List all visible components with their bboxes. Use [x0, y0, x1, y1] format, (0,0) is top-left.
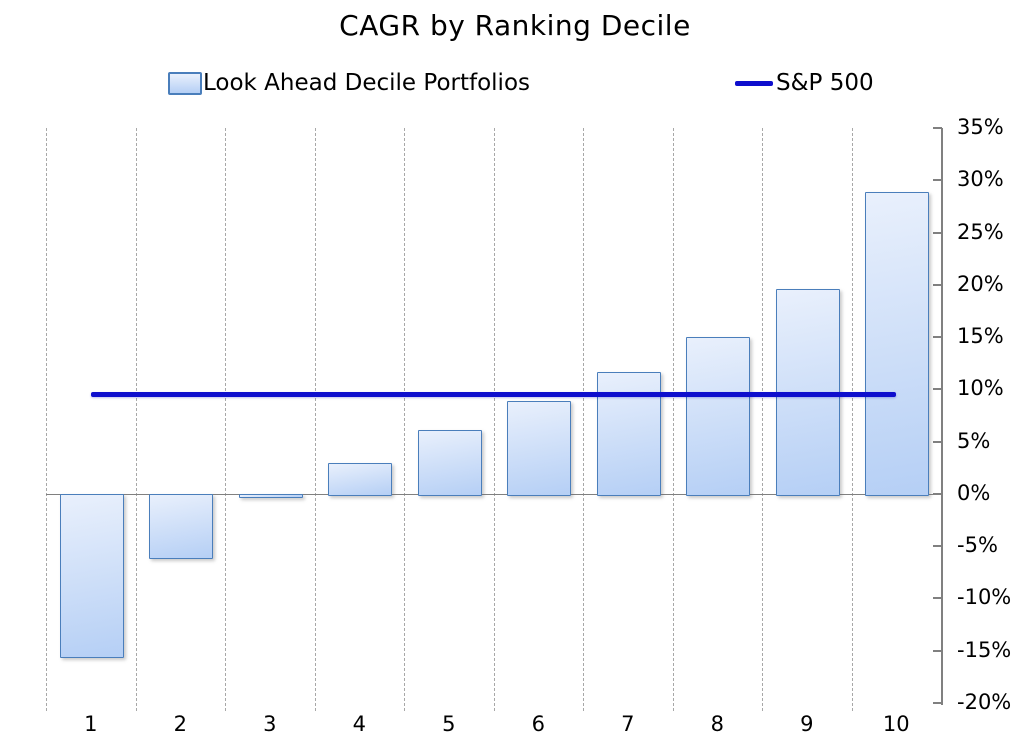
y-axis-line [941, 128, 943, 705]
x-tick-label: 8 [710, 712, 724, 736]
bar-decile-3 [238, 493, 303, 498]
sp500-line [90, 392, 897, 398]
bar-decile-2 [149, 493, 214, 559]
y-tick-label: 35% [957, 115, 1004, 139]
y-axis-tick [933, 336, 942, 339]
bar-decile-5 [417, 430, 482, 496]
x-tick-label: 7 [621, 712, 635, 736]
y-axis-tick [933, 440, 942, 443]
y-axis-tick [933, 127, 942, 129]
gridline [493, 128, 495, 711]
bar-decile-8 [686, 337, 751, 496]
y-tick-label: -5% [957, 533, 998, 558]
bar-decile-7 [596, 371, 661, 496]
x-axis-labels: 1 2 3 4 5 6 7 8 9 10 [0, 712, 1030, 744]
gridline [46, 128, 47, 711]
gridline [135, 128, 137, 711]
y-tick-label: 20% [957, 271, 1004, 296]
x-tick-label: 1 [84, 712, 98, 736]
line-swatch-icon [735, 80, 773, 86]
zero-axis-line [46, 493, 941, 495]
bar-decile-1 [59, 493, 124, 658]
y-tick-label: -15% [957, 637, 1012, 662]
legend-item-decile-portfolios: Look Ahead Decile Portfolios [168, 70, 530, 96]
gridline [672, 128, 674, 711]
x-tick-label: 4 [352, 712, 366, 736]
x-tick-label: 2 [173, 712, 187, 736]
legend-item-sp500: S&P 500 [735, 70, 874, 96]
x-tick-label: 9 [800, 712, 814, 736]
y-axis-tick [933, 597, 942, 600]
y-axis-tick [933, 179, 942, 182]
y-tick-label: 15% [957, 324, 1004, 349]
bar-decile-6 [507, 400, 572, 496]
legend: Look Ahead Decile Portfolios S&P 500 [0, 70, 1030, 104]
gridline [851, 128, 853, 711]
y-tick-label: -10% [957, 585, 1012, 610]
legend-bars-label: Look Ahead Decile Portfolios [203, 70, 530, 96]
legend-line-label: S&P 500 [776, 70, 874, 96]
bar-decile-4 [328, 462, 393, 496]
gridline [762, 128, 763, 711]
y-tick-label: 10% [957, 376, 1004, 401]
gridline [225, 128, 226, 711]
y-tick-label: 25% [957, 219, 1004, 244]
bar-decile-10 [865, 191, 930, 496]
gridline [314, 128, 316, 711]
y-axis-tick [933, 545, 942, 548]
y-tick-label: 30% [957, 167, 1004, 192]
y-axis-tick [933, 702, 942, 704]
x-tick-label: 6 [531, 712, 545, 736]
y-axis-tick [933, 649, 942, 652]
x-tick-label: 10 [882, 712, 910, 736]
x-tick-label: 5 [442, 712, 456, 736]
x-tick-label: 3 [263, 712, 277, 736]
y-tick-label: 5% [957, 428, 991, 453]
chart-title: CAGR by Ranking Decile [339, 9, 691, 42]
y-tick-label: -20% [957, 690, 1012, 714]
y-tick-label: 0% [957, 480, 991, 505]
y-axis-tick [933, 388, 942, 391]
bar-swatch-icon [168, 71, 202, 95]
gridline [404, 128, 405, 711]
plot-area [46, 128, 941, 711]
y-axis-tick [933, 231, 942, 234]
y-axis: 35% 30% 25% 20% 15% 10% 5% 0% -5% -10% -15% -20% [933, 115, 1030, 714]
gridline [583, 128, 584, 711]
y-axis-tick [933, 283, 942, 286]
